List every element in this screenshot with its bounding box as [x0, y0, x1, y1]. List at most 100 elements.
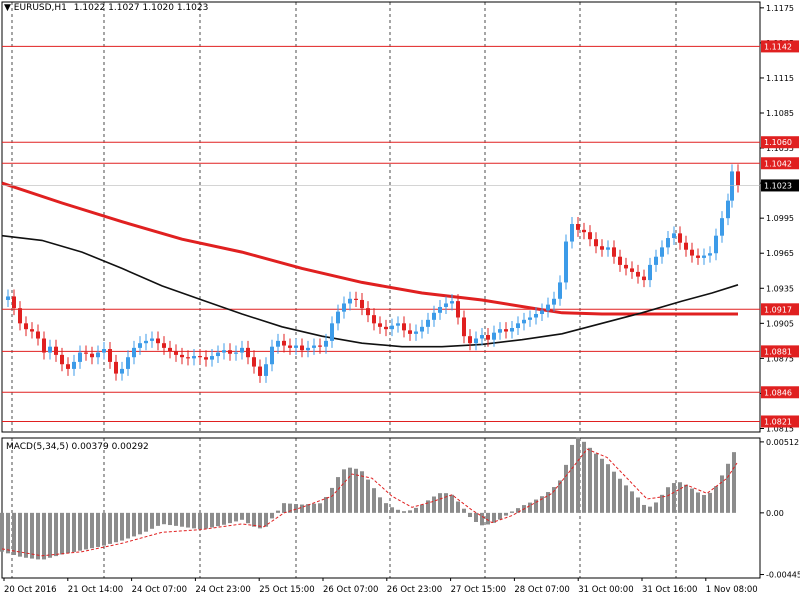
macd-histogram-bar	[408, 510, 412, 513]
candle-body	[588, 232, 592, 240]
macd-histogram-bar	[60, 512, 64, 555]
candle-body	[672, 233, 676, 239]
level-label: 1.0881	[764, 347, 792, 356]
macd-histogram-bar	[432, 496, 436, 513]
macd-histogram-bar	[378, 497, 382, 513]
candle-body	[480, 335, 484, 339]
macd-histogram-bar	[492, 512, 496, 523]
candle-body	[36, 331, 40, 339]
candle-body	[414, 331, 418, 334]
candle-body	[402, 323, 406, 331]
candle-body	[330, 323, 334, 341]
macd-histogram-bar	[72, 512, 76, 552]
macd-histogram-bar	[498, 512, 502, 520]
candle-body	[42, 338, 46, 353]
macd-histogram-bar	[546, 492, 550, 513]
macd-histogram-bar	[534, 499, 538, 513]
macd-histogram-bar	[516, 508, 520, 513]
candle-body	[102, 349, 106, 353]
level-label: 1.1042	[764, 159, 792, 168]
candle-body	[174, 351, 178, 355]
candle-body	[582, 229, 586, 233]
candle-body	[336, 311, 340, 324]
y-tick-label: 1.0995	[766, 214, 794, 223]
macd-signal-line	[1, 448, 738, 557]
macd-histogram-bar	[90, 512, 94, 549]
macd-histogram-bar	[18, 512, 22, 557]
candle-body	[736, 171, 740, 186]
candle-body	[90, 353, 94, 358]
candle-body	[384, 326, 388, 330]
candle-body	[192, 356, 196, 359]
candle-body	[150, 338, 154, 341]
macd-histogram-bar	[42, 512, 46, 560]
macd-histogram-bar	[360, 471, 364, 513]
candle-body	[456, 301, 460, 318]
candle-body	[54, 346, 58, 355]
macd-histogram-bar	[726, 463, 730, 513]
macd-histogram-bar	[414, 507, 418, 513]
candle-body	[654, 256, 658, 265]
macd-histogram-bar	[510, 511, 514, 513]
candle-body	[636, 271, 640, 277]
macd-histogram-bar	[642, 504, 646, 513]
candle-body	[132, 347, 136, 358]
candle-body	[30, 329, 34, 332]
candle-body	[720, 218, 724, 236]
macd-histogram-bar	[168, 512, 172, 526]
candle-body	[270, 346, 274, 365]
candle-body	[246, 347, 250, 358]
level-label: 1.0846	[764, 388, 792, 397]
macd-histogram-bar	[174, 512, 178, 526]
y-tick-label: 1.1175	[766, 4, 794, 13]
candle-body	[648, 264, 652, 281]
macd-histogram-bar	[318, 503, 322, 513]
candle-body	[576, 224, 580, 230]
macd-histogram-bar	[84, 512, 88, 550]
x-tick-label: 27 Oct 15:00	[451, 585, 506, 595]
level-tag	[761, 157, 799, 170]
macd-histogram-bar	[96, 512, 100, 547]
macd-histogram-bar	[324, 497, 328, 513]
candle-body	[120, 368, 124, 374]
candle-body	[540, 310, 544, 314]
moving-average-slow-red	[1, 181, 738, 316]
level-tag	[761, 415, 799, 428]
macd-histogram-bar	[192, 512, 196, 529]
candle-body	[186, 357, 190, 359]
macd-histogram-bar	[606, 464, 610, 513]
macd-histogram-bar	[702, 494, 706, 513]
candle-body	[18, 308, 22, 324]
macd-histogram-bar	[162, 512, 166, 525]
x-tick-label: 25 Oct 15:00	[259, 585, 314, 595]
macd-histogram-bar	[390, 507, 394, 513]
x-tick-label: 31 Oct 00:00	[578, 585, 633, 595]
candle-body	[180, 354, 184, 358]
candle-body	[360, 299, 364, 309]
macd-histogram-bar	[720, 475, 724, 513]
moving-average-black	[1, 234, 739, 348]
candle-body	[48, 346, 52, 353]
macd-histogram-bar	[456, 501, 460, 513]
macd-histogram-bar	[438, 493, 442, 513]
candle-body	[504, 329, 508, 332]
candle-body	[708, 253, 712, 256]
y-tick-label: 1.0905	[766, 319, 794, 328]
macd-histogram-bar	[276, 510, 280, 513]
macd-histogram-bar	[36, 512, 40, 560]
macd-histogram-bar	[372, 488, 376, 513]
dropdown-arrow-icon[interactable]: ▼	[4, 3, 11, 13]
macd-histogram-bar	[54, 512, 58, 557]
macd-histogram-bar	[66, 512, 70, 554]
candle-body	[198, 356, 202, 358]
candle-body	[288, 345, 292, 348]
macd-histogram-bar	[222, 512, 226, 525]
macd-histogram-bar	[234, 512, 238, 522]
macd-histogram-bar	[600, 458, 604, 513]
macd-tick-label: 0.00	[766, 509, 784, 518]
candle-body	[138, 343, 142, 348]
ohlc-label: 1.1022 1.1027 1.1020 1.1023	[73, 3, 209, 13]
macd-histogram-bar	[330, 487, 334, 513]
macd-histogram-bar	[528, 502, 532, 513]
